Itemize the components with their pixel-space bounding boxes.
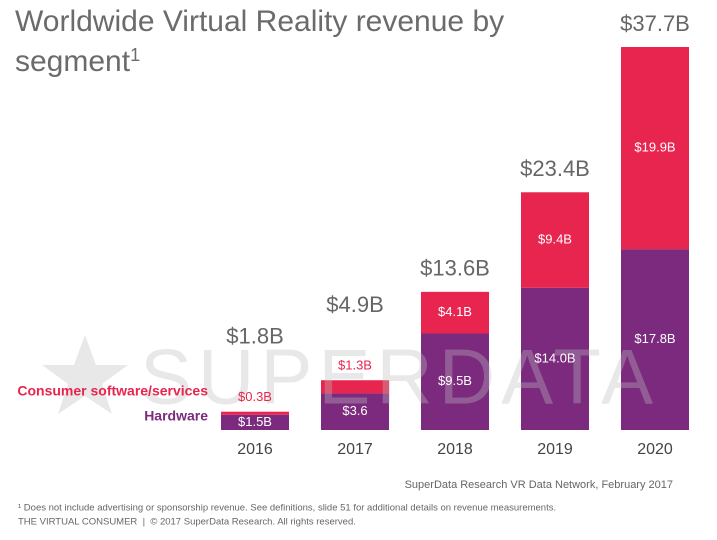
value-label: $17.8B bbox=[634, 331, 675, 346]
total-label: $1.8B bbox=[226, 324, 284, 349]
bars bbox=[221, 47, 689, 430]
value-label: $14.0B bbox=[534, 350, 575, 365]
total-label: $4.9B bbox=[326, 292, 384, 317]
legend-label: Consumer software/services bbox=[17, 383, 208, 399]
footnote: ¹ Does not include advertising or sponso… bbox=[18, 503, 556, 514]
watermark: SUPERDATA bbox=[140, 333, 659, 421]
x-tick-label: 2019 bbox=[537, 441, 573, 458]
x-tick-label: 2018 bbox=[437, 441, 473, 458]
bar-segment bbox=[321, 393, 389, 430]
total-label: $37.7B bbox=[620, 11, 690, 36]
bar-segment bbox=[521, 287, 589, 430]
source: SuperData Research VR Data Network, Febr… bbox=[405, 479, 673, 491]
title-text: Worldwide Virtual Reality revenue by seg… bbox=[15, 5, 505, 78]
value-label: $1.5B bbox=[238, 414, 272, 429]
total-label: $13.6B bbox=[420, 256, 490, 281]
x-tick-label: 2016 bbox=[237, 441, 273, 458]
bar-segment bbox=[621, 47, 689, 250]
value-label: $9.5B bbox=[438, 373, 472, 388]
bar-segment bbox=[521, 192, 589, 288]
bar-segment bbox=[421, 291, 489, 334]
value-label: $19.9B bbox=[634, 140, 675, 155]
chart-title: Worldwide Virtual Reality revenue by seg… bbox=[15, 2, 535, 82]
value-label: $4.1B bbox=[438, 304, 472, 319]
value-label: $9.4B bbox=[538, 231, 572, 246]
bar-segment bbox=[221, 414, 289, 430]
x-tick-label: 2020 bbox=[637, 441, 673, 458]
title-footnote-mark: 1 bbox=[130, 45, 141, 65]
x-tick-label: 2017 bbox=[337, 441, 373, 458]
legend-label: Hardware bbox=[144, 408, 208, 424]
bar-segment bbox=[321, 380, 389, 394]
watermark-star bbox=[42, 335, 128, 414]
bar-segment bbox=[421, 333, 489, 430]
value-label: $3.6 bbox=[342, 403, 367, 418]
bar-segment bbox=[621, 249, 689, 430]
bar-segment bbox=[221, 411, 289, 415]
total-label: $23.4B bbox=[520, 156, 590, 181]
value-label: $0.3B bbox=[238, 389, 272, 404]
value-label: $1.3B bbox=[338, 358, 372, 373]
footer: THE VIRTUAL CONSUMER | © 2017 SuperData … bbox=[18, 517, 356, 528]
